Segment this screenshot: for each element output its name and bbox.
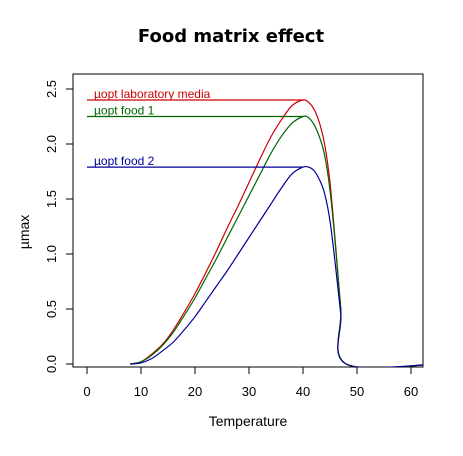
x-tick-label: 30 [242, 384, 256, 399]
series-label-2: µopt food 1 [94, 104, 155, 118]
series-line-1 [130, 99, 423, 367]
x-tick-label: 50 [350, 384, 364, 399]
y-tick-label: 2.5 [44, 80, 59, 98]
annotation-layer: µopt laboratory media µopt food 1 µopt foo… [87, 87, 303, 168]
series-label-3: µopt food 2 [94, 154, 155, 168]
y-axis-label: µmax [16, 215, 32, 250]
series-line-2 [130, 115, 423, 367]
y-tick-label: 1.0 [44, 245, 59, 263]
chart-title: Food matrix effect [138, 26, 325, 47]
series-line-3 [130, 165, 423, 367]
x-tick-label: 40 [296, 384, 310, 399]
x-tick-label: 10 [134, 384, 148, 399]
series-label-1: µopt laboratory media [94, 87, 211, 101]
y-tick-label: 1.5 [44, 190, 59, 208]
x-tick-label: 0 [83, 384, 90, 399]
y-axis: 0.0 0.5 1.0 1.5 2.0 2.5 [44, 80, 73, 373]
y-tick-label: 0.0 [44, 355, 59, 373]
series-layer [130, 99, 423, 367]
y-tick-label: 2.0 [44, 135, 59, 153]
x-axis: 0 10 20 30 40 50 60 [83, 367, 418, 399]
x-tick-label: 60 [404, 384, 418, 399]
y-tick-label: 0.5 [44, 300, 59, 318]
plot-frame [72, 73, 424, 368]
x-tick-label: 20 [188, 384, 202, 399]
x-axis-label: Temperature [209, 413, 288, 429]
